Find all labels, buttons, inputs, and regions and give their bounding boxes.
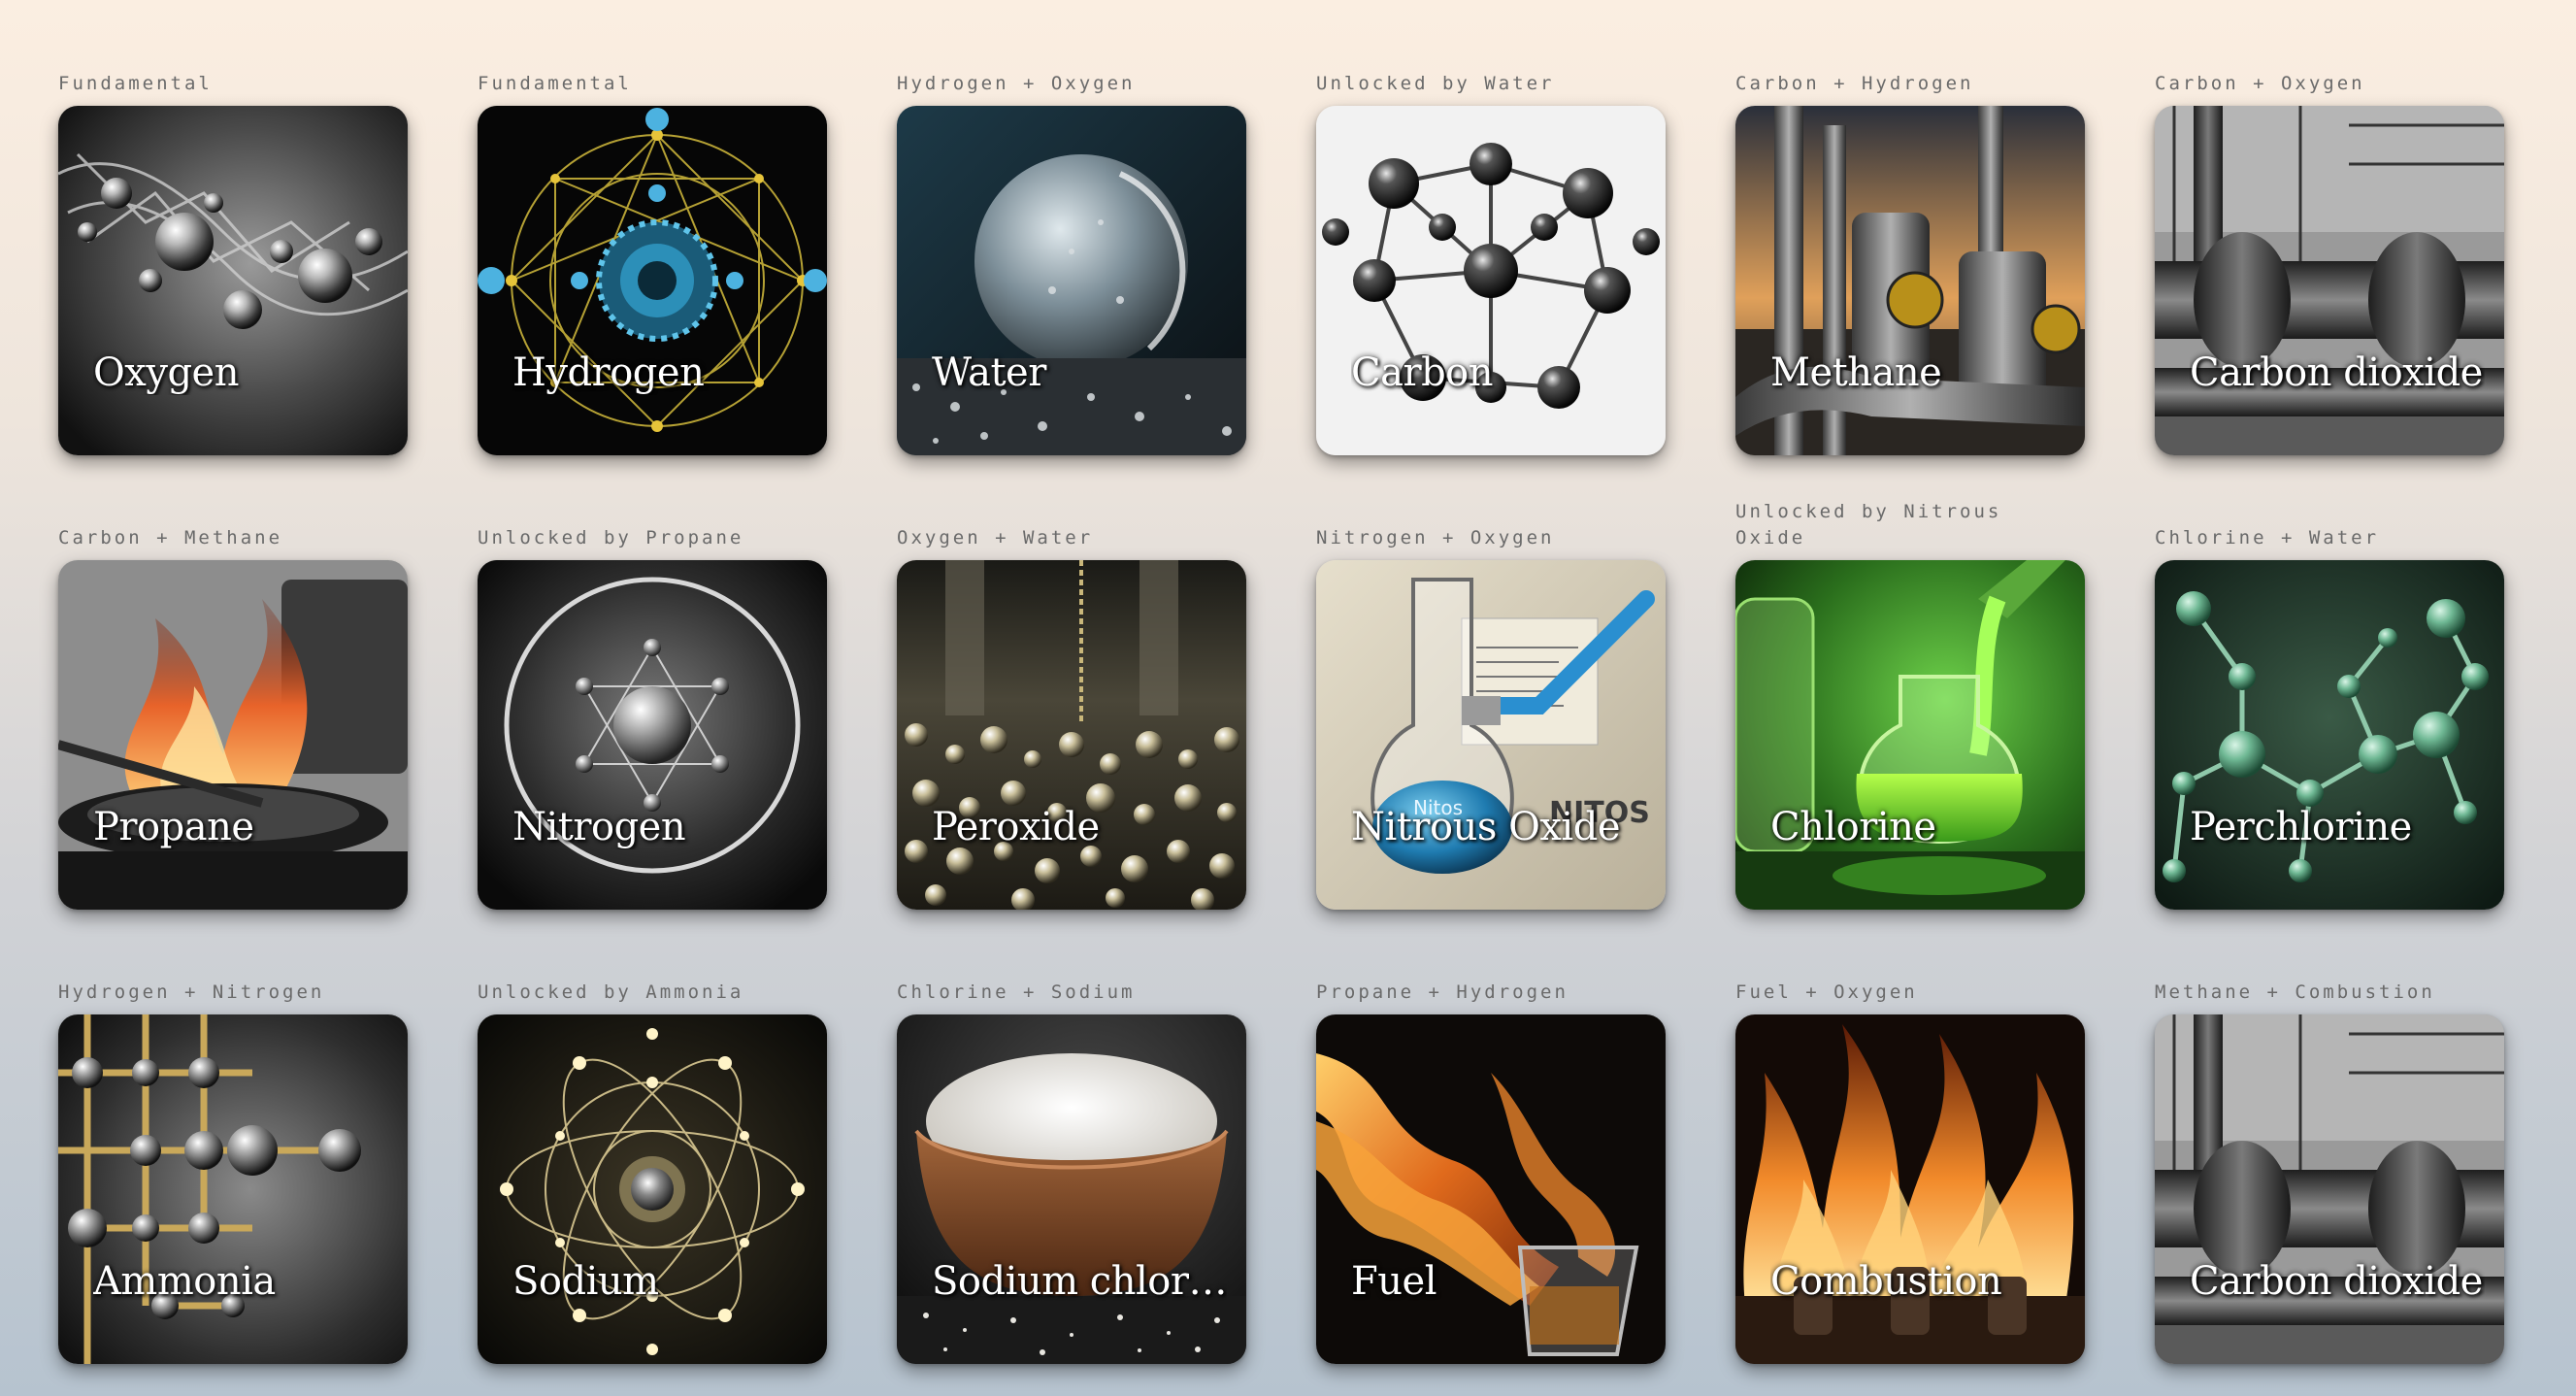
chlorine-beaker-image [1735,560,2085,910]
element-card-chlorine[interactable]: Chlorine [1735,560,2085,910]
recipe-hint: Chlorine + Water [2155,527,2380,548]
element-card-hydrogen[interactable]: Hydrogen [478,106,827,455]
element-card-propane[interactable]: Propane [58,560,408,910]
element-cell-ammonia: Hydrogen + Nitrogen Ammonia [58,946,408,1364]
element-name: Methane [1770,350,1942,395]
salt-bowl-image [897,1014,1246,1364]
element-card-methane[interactable]: Methane [1735,106,2085,455]
carbon-dioxide-pipes-image [2155,1014,2504,1364]
element-name: Nitrogen [512,805,686,849]
element-name: Nitrous Oxide [1351,805,1621,849]
element-name: Carbon dioxide [2190,350,2483,395]
element-card-perchlorine[interactable]: Perchlorine [2155,560,2504,910]
element-cell-carbon: Unlocked by Water Carbon [1316,37,1666,455]
element-name: Chlorine [1770,805,1936,849]
recipe-hint: Oxygen + Water [897,527,1094,548]
perchlorine-molecule-image [2155,560,2504,910]
recipe-hint: Unlocked by Propane [478,527,744,548]
element-name: Water [932,350,1046,395]
recipe-hint: Hydrogen + Nitrogen [58,981,325,1003]
ammonia-molecule-image [58,1014,408,1364]
element-card-fuel[interactable]: Fuel [1316,1014,1666,1364]
elements-grid: Fundamental O [58,37,2504,1364]
recipe-hint: Fuel + Oxygen [1735,981,1918,1003]
recipe-hint: Unlocked by Nitrous Oxide [1735,501,2002,548]
carbon-molecule-image [1316,106,1666,455]
element-cell-nitrogen: Unlocked by Propane Nitrogen [478,491,827,910]
recipe-hint: Carbon + Methane [58,527,283,548]
element-name: Hydrogen [512,350,705,395]
element-cell-perchlorine: Chlorine + Water Perchlorine [2155,491,2504,910]
element-cell-peroxide: Oxygen + Water Peroxide [897,491,1246,910]
recipe-hint: Propane + Hydrogen [1316,981,1569,1003]
element-cell-chlorine: Unlocked by Nitrous Oxide Chlorine [1735,491,2085,910]
element-card-carbon-dioxide[interactable]: Carbon dioxide [2155,106,2504,455]
oxygen-molecule-image [58,106,408,455]
fuel-flame-image [1316,1014,1666,1364]
element-cell-methane: Carbon + Hydrogen Methane [1735,37,2085,455]
element-card-water[interactable]: Water [897,106,1246,455]
element-name: Carbon [1351,350,1494,395]
element-name: Fuel [1351,1259,1437,1304]
element-cell-carbon-dioxide: Carbon + Oxygen Carbon dioxide [2155,37,2504,455]
element-card-sodium-chloride[interactable]: Sodium chlor… [897,1014,1246,1364]
element-cell-carbon-dioxide-2: Methane + Combustion Carbon dioxide [2155,946,2504,1364]
recipe-hint: Unlocked by Water [1316,73,1555,94]
element-cell-sodium-chloride: Chlorine + Sodium Sodium chlor… [897,946,1246,1364]
element-name: Peroxide [932,805,1100,849]
element-cell-propane: Carbon + Methane Propane [58,491,408,910]
element-name: Sodium chlor… [932,1259,1227,1304]
recipe-hint: Carbon + Oxygen [2155,73,2365,94]
methane-refinery-image [1735,106,2085,455]
peroxide-bubbles-image [897,560,1246,910]
element-name: Sodium [512,1259,659,1304]
element-card-carbon-dioxide-2[interactable]: Carbon dioxide [2155,1014,2504,1364]
element-card-carbon[interactable]: Carbon [1316,106,1666,455]
flask-brand-text: NITOS [1549,796,1650,830]
element-card-sodium[interactable]: Sodium [478,1014,827,1364]
recipe-hint: Fundamental [478,73,632,94]
element-card-peroxide[interactable]: Peroxide [897,560,1246,910]
hydrogen-atom-image [478,106,827,455]
element-cell-fuel: Propane + Hydrogen Fuel [1316,946,1666,1364]
element-name: Oxygen [93,350,240,395]
element-card-oxygen[interactable]: Oxygen [58,106,408,455]
element-cell-nitrous-oxide: Nitrogen + Oxygen Nitos NITOS Nitrous Ox… [1316,491,1666,910]
recipe-hint: Fundamental [58,73,213,94]
nitrous-oxide-flask-image: Nitos NITOS [1316,560,1666,910]
element-card-nitrogen[interactable]: Nitrogen [478,560,827,910]
element-cell-hydrogen: Fundamental Hydroge [478,37,827,455]
element-name: Perchlorine [2190,805,2412,849]
element-card-combustion[interactable]: Combustion [1735,1014,2085,1364]
recipe-hint: Chlorine + Sodium [897,981,1136,1003]
element-cell-water: Hydrogen + Oxygen Water [897,37,1246,455]
element-card-ammonia[interactable]: Ammonia [58,1014,408,1364]
recipe-hint: Unlocked by Ammonia [478,981,744,1003]
nitrogen-atom-image [478,560,827,910]
recipe-hint: Nitrogen + Oxygen [1316,527,1555,548]
element-cell-sodium: Unlocked by Ammonia [478,946,827,1364]
element-name: Combustion [1770,1259,2002,1304]
water-droplet-image [897,106,1246,455]
sodium-atom-image [478,1014,827,1364]
element-name: Propane [93,805,254,849]
element-name: Carbon dioxide [2190,1259,2483,1304]
element-cell-oxygen: Fundamental O [58,37,408,455]
recipe-hint: Hydrogen + Oxygen [897,73,1136,94]
combustion-flames-image [1735,1014,2085,1364]
propane-flame-image [58,560,408,910]
carbon-dioxide-pipes-image [2155,106,2504,455]
flask-label-text: Nitos [1413,796,1463,819]
recipe-hint: Methane + Combustion [2155,981,2435,1003]
element-card-nitrous-oxide[interactable]: Nitos NITOS Nitrous Oxide [1316,560,1666,910]
recipe-hint: Carbon + Hydrogen [1735,73,1974,94]
element-cell-combustion: Fuel + Oxygen Combustion [1735,946,2085,1364]
element-name: Ammonia [93,1259,276,1304]
